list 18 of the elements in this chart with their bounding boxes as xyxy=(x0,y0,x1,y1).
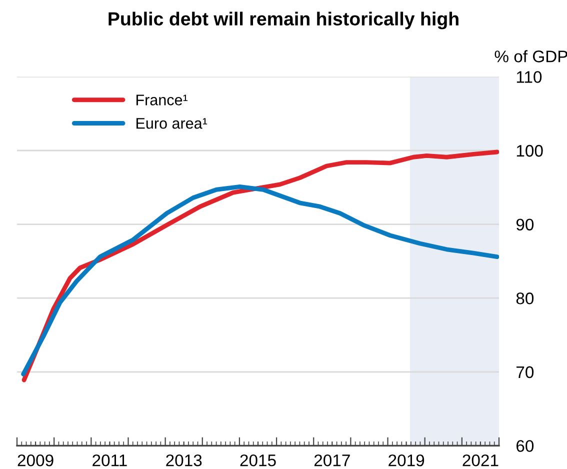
chart-title: Public debt will remain historically high xyxy=(108,12,458,30)
x-tick-label: 2021 xyxy=(462,454,498,466)
y-tick-label: 110 xyxy=(516,71,542,83)
x-tick-label: 2017 xyxy=(314,454,350,466)
legend-label: Euro area¹ xyxy=(136,118,208,129)
y-tick-label: 80 xyxy=(516,292,534,304)
x-tick-label: 2009 xyxy=(18,454,54,466)
y-tick-label: 60 xyxy=(516,440,534,452)
y-tick-label: 90 xyxy=(516,218,534,231)
x-tick-label: 2013 xyxy=(166,454,202,466)
line-series xyxy=(21,184,499,376)
y-axis-title: % of GDP xyxy=(494,50,567,62)
legend-label: France¹ xyxy=(136,94,188,106)
x-tick-label: 2015 xyxy=(240,454,276,466)
y-tick-label: 100 xyxy=(516,144,543,157)
x-tick-label: 2019 xyxy=(388,454,424,466)
x-tick-label: 2011 xyxy=(92,454,127,466)
y-tick-label: 70 xyxy=(516,366,534,378)
